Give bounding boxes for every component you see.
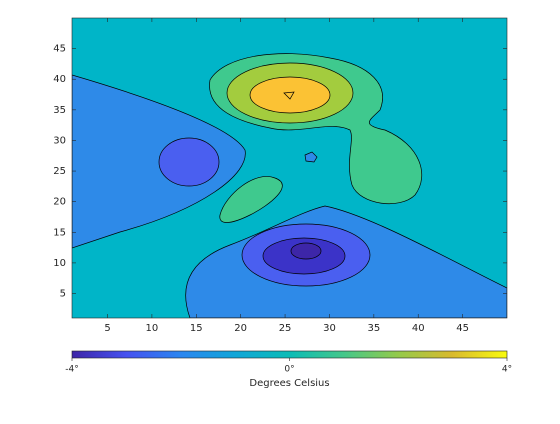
contour-area xyxy=(72,18,507,318)
y-tick-label: 10 xyxy=(53,258,66,269)
x-tick-label: 5 xyxy=(104,323,110,334)
x-tick-label: 35 xyxy=(367,323,380,334)
y-tick-label: 35 xyxy=(53,105,66,116)
x-tick-label: 15 xyxy=(190,323,203,334)
x-tick-label: 30 xyxy=(323,323,336,334)
y-tick-label: 45 xyxy=(53,44,66,55)
x-tick-label: 25 xyxy=(279,323,292,334)
contour-region xyxy=(219,176,283,223)
colorbar xyxy=(71,350,508,359)
y-tick-label: 20 xyxy=(53,197,66,208)
x-tick-label: 10 xyxy=(146,323,159,334)
contour-region xyxy=(304,151,318,163)
y-tick-label: 30 xyxy=(53,135,66,146)
x-tick-label: 20 xyxy=(234,323,247,334)
colorbar-tick-label: 4° xyxy=(502,365,512,375)
x-tick-label: 40 xyxy=(412,323,425,334)
axes-box xyxy=(71,17,508,319)
contour-region xyxy=(290,242,322,260)
y-tick-label: 15 xyxy=(53,227,66,238)
colorbar-label: Degrees Celsius xyxy=(249,378,329,389)
contour-line xyxy=(283,91,295,100)
contour-region xyxy=(158,137,220,187)
y-tick-label: 5 xyxy=(60,289,66,300)
contour-region xyxy=(72,74,246,249)
y-tick-label: 40 xyxy=(53,74,66,85)
colorbar-tick-label: -4° xyxy=(65,365,78,375)
y-tick-label: 25 xyxy=(53,166,66,177)
contour-region xyxy=(249,76,331,114)
colorbar-tick-label: 0° xyxy=(284,365,294,375)
x-tick-label: 45 xyxy=(456,323,469,334)
